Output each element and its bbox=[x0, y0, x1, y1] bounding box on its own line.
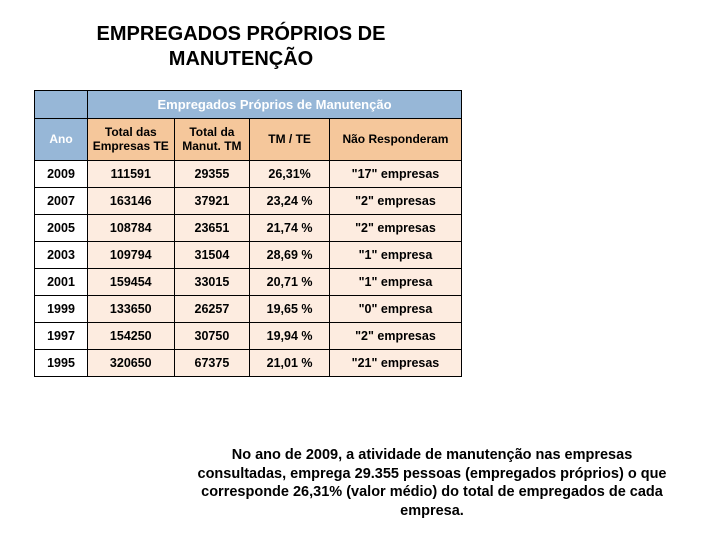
cell-nr: "0" empresa bbox=[329, 295, 461, 322]
cell-ratio: 23,24 % bbox=[250, 187, 330, 214]
cell-year: 1999 bbox=[35, 295, 88, 322]
table-row: 1999 133650 26257 19,65 % "0" empresa bbox=[35, 295, 462, 322]
cell-tm: 26257 bbox=[174, 295, 250, 322]
cell-tm: 23651 bbox=[174, 214, 250, 241]
cell-te: 163146 bbox=[88, 187, 175, 214]
table-row: 2009 111591 29355 26,31% "17" empresas bbox=[35, 160, 462, 187]
table-row: 1995 320650 67375 21,01 % "21" empresas bbox=[35, 349, 462, 376]
cell-te: 159454 bbox=[88, 268, 175, 295]
page-title: EMPREGADOS PRÓPRIOS DE MANUTENÇÃO bbox=[76, 22, 406, 72]
cell-ratio: 19,94 % bbox=[250, 322, 330, 349]
employees-table: Empregados Próprios de Manutenção Ano To… bbox=[34, 90, 462, 377]
cell-te: 108784 bbox=[88, 214, 175, 241]
cell-ratio: 20,71 % bbox=[250, 268, 330, 295]
cell-year: 2001 bbox=[35, 268, 88, 295]
cell-tm: 30750 bbox=[174, 322, 250, 349]
cell-year: 2003 bbox=[35, 241, 88, 268]
header-main: Empregados Próprios de Manutenção bbox=[88, 91, 462, 119]
cell-year: 2007 bbox=[35, 187, 88, 214]
cell-year: 1995 bbox=[35, 349, 88, 376]
cell-tm: 31504 bbox=[174, 241, 250, 268]
table-body: 2009 111591 29355 26,31% "17" empresas 2… bbox=[35, 160, 462, 376]
cell-te: 133650 bbox=[88, 295, 175, 322]
cell-year: 2009 bbox=[35, 160, 88, 187]
cell-te: 109794 bbox=[88, 241, 175, 268]
cell-year: 2005 bbox=[35, 214, 88, 241]
cell-tm: 29355 bbox=[174, 160, 250, 187]
header-corner bbox=[35, 91, 88, 119]
table-row: 2003 109794 31504 28,69 % "1" empresa bbox=[35, 241, 462, 268]
cell-ratio: 19,65 % bbox=[250, 295, 330, 322]
col-te-header: Total das Empresas TE bbox=[88, 119, 175, 161]
cell-nr: "2" empresas bbox=[329, 322, 461, 349]
cell-nr: "21" empresas bbox=[329, 349, 461, 376]
cell-ratio: 26,31% bbox=[250, 160, 330, 187]
table-row: 2005 108784 23651 21,74 % "2" empresas bbox=[35, 214, 462, 241]
cell-tm: 37921 bbox=[174, 187, 250, 214]
col-year-header: Ano bbox=[35, 119, 88, 161]
table-row: 1997 154250 30750 19,94 % "2" empresas bbox=[35, 322, 462, 349]
cell-nr: "2" empresas bbox=[329, 187, 461, 214]
cell-ratio: 28,69 % bbox=[250, 241, 330, 268]
cell-year: 1997 bbox=[35, 322, 88, 349]
col-ratio-header: TM / TE bbox=[250, 119, 330, 161]
cell-ratio: 21,74 % bbox=[250, 214, 330, 241]
table-row: 2001 159454 33015 20,71 % "1" empresa bbox=[35, 268, 462, 295]
cell-ratio: 21,01 % bbox=[250, 349, 330, 376]
cell-nr: "1" empresa bbox=[329, 268, 461, 295]
cell-tm: 67375 bbox=[174, 349, 250, 376]
cell-te: 320650 bbox=[88, 349, 175, 376]
cell-tm: 33015 bbox=[174, 268, 250, 295]
col-nr-header: Não Responderam bbox=[329, 119, 461, 161]
cell-te: 154250 bbox=[88, 322, 175, 349]
cell-nr: "2" empresas bbox=[329, 214, 461, 241]
cell-te: 111591 bbox=[88, 160, 175, 187]
col-tm-header: Total da Manut. TM bbox=[174, 119, 250, 161]
cell-nr: "1" empresa bbox=[329, 241, 461, 268]
table-row: 2007 163146 37921 23,24 % "2" empresas bbox=[35, 187, 462, 214]
caption-text: No ano de 2009, a atividade de manutençã… bbox=[190, 446, 674, 520]
cell-nr: "17" empresas bbox=[329, 160, 461, 187]
